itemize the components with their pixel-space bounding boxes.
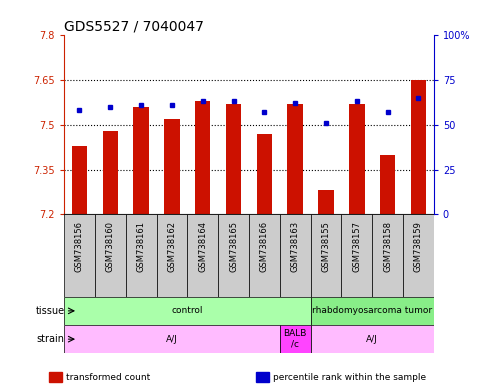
Text: percentile rank within the sample: percentile rank within the sample xyxy=(273,373,426,382)
Text: transformed count: transformed count xyxy=(66,373,150,382)
Text: GSM738160: GSM738160 xyxy=(106,221,115,272)
Text: GSM738165: GSM738165 xyxy=(229,221,238,272)
Bar xyxy=(134,106,149,215)
Bar xyxy=(287,104,303,215)
Text: tissue: tissue xyxy=(35,306,65,316)
Bar xyxy=(411,79,426,215)
FancyBboxPatch shape xyxy=(311,297,434,325)
Bar xyxy=(226,104,241,215)
Text: control: control xyxy=(172,306,203,315)
Bar xyxy=(103,131,118,215)
FancyBboxPatch shape xyxy=(341,215,372,297)
FancyBboxPatch shape xyxy=(126,215,157,297)
FancyBboxPatch shape xyxy=(280,325,311,353)
Text: GSM738155: GSM738155 xyxy=(321,221,330,272)
FancyBboxPatch shape xyxy=(372,215,403,297)
Text: GSM738162: GSM738162 xyxy=(168,221,176,272)
FancyBboxPatch shape xyxy=(311,215,341,297)
Text: strain: strain xyxy=(36,334,65,344)
Text: GSM738163: GSM738163 xyxy=(291,221,300,272)
Bar xyxy=(349,104,364,215)
FancyBboxPatch shape xyxy=(64,215,95,297)
Text: BALB
/c: BALB /c xyxy=(283,329,307,349)
Bar xyxy=(72,146,87,215)
FancyBboxPatch shape xyxy=(280,215,311,297)
FancyBboxPatch shape xyxy=(403,215,434,297)
Text: GSM738164: GSM738164 xyxy=(198,221,207,272)
Bar xyxy=(164,119,179,215)
FancyBboxPatch shape xyxy=(218,215,249,297)
Text: A/J: A/J xyxy=(366,334,378,344)
FancyBboxPatch shape xyxy=(311,325,434,353)
FancyBboxPatch shape xyxy=(249,215,280,297)
Text: rhabdomyosarcoma tumor: rhabdomyosarcoma tumor xyxy=(312,306,432,315)
Bar xyxy=(380,154,395,215)
Bar xyxy=(195,101,211,215)
Text: GDS5527 / 7040047: GDS5527 / 7040047 xyxy=(64,20,204,33)
FancyBboxPatch shape xyxy=(157,215,187,297)
Text: A/J: A/J xyxy=(166,334,178,344)
Text: GSM738161: GSM738161 xyxy=(137,221,145,272)
Text: GSM738158: GSM738158 xyxy=(383,221,392,272)
Text: GSM738156: GSM738156 xyxy=(75,221,84,272)
FancyBboxPatch shape xyxy=(95,215,126,297)
FancyBboxPatch shape xyxy=(64,325,280,353)
FancyBboxPatch shape xyxy=(64,297,311,325)
Text: GSM738157: GSM738157 xyxy=(352,221,361,272)
FancyBboxPatch shape xyxy=(187,215,218,297)
Text: GSM738159: GSM738159 xyxy=(414,221,423,272)
Bar xyxy=(257,134,272,215)
Bar xyxy=(318,190,334,215)
Text: GSM738166: GSM738166 xyxy=(260,221,269,272)
